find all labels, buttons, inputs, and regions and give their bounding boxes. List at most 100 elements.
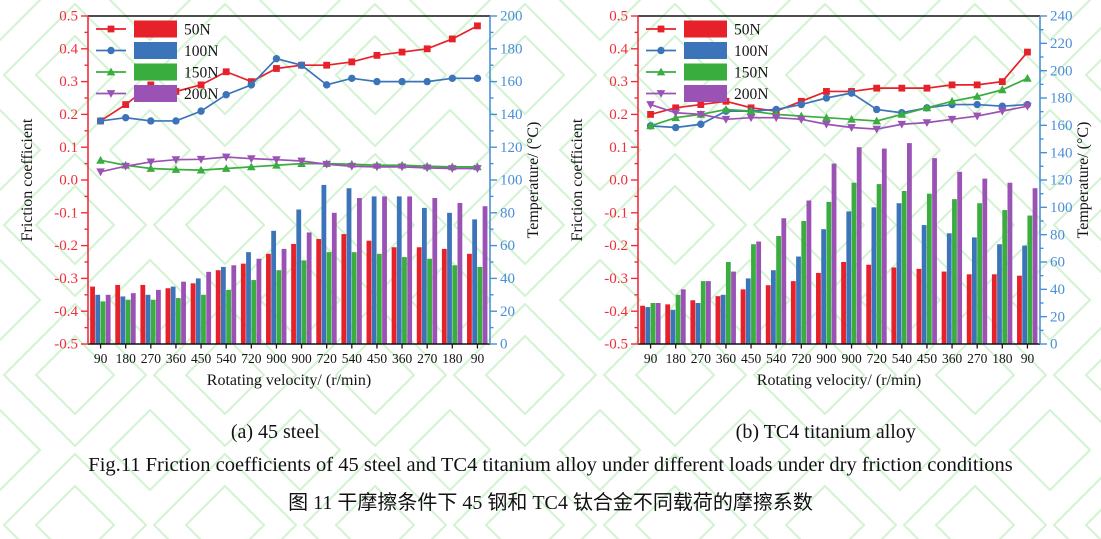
svg-text:0: 0: [1050, 337, 1058, 353]
svg-text:450: 450: [917, 351, 938, 366]
svg-text:100: 100: [1050, 200, 1073, 216]
svg-text:180: 180: [992, 351, 1013, 366]
svg-text:180: 180: [666, 351, 687, 366]
svg-text:50N: 50N: [184, 22, 211, 39]
panel-a-caption: (a) 45 steel: [230, 421, 320, 443]
svg-text:Friction coefficient: Friction coefficient: [569, 118, 586, 241]
svg-text:90: 90: [94, 351, 108, 366]
svg-text:0.2: 0.2: [59, 107, 78, 123]
svg-text:0: 0: [500, 337, 508, 353]
svg-text:20: 20: [500, 304, 515, 320]
svg-text:140: 140: [1050, 145, 1073, 161]
svg-text:900: 900: [841, 351, 862, 366]
svg-text:180: 180: [442, 351, 463, 366]
svg-text:120: 120: [1050, 173, 1073, 189]
svg-text:0.2: 0.2: [609, 107, 628, 123]
svg-text:900: 900: [266, 351, 287, 366]
chart-45-steel: -0.5 -0.4 -0.3 -0.2 -0.1 0.0 0.1 0.2 0.3 0.4 0.5 0 2…: [19, 9, 542, 389]
svg-text:90: 90: [1021, 351, 1035, 366]
svg-text:-0.3: -0.3: [54, 271, 78, 287]
svg-text:Temperature/ (°C): Temperature/ (°C): [525, 122, 542, 239]
svg-text:200: 200: [500, 9, 523, 25]
svg-text:720: 720: [791, 351, 812, 366]
svg-text:200: 200: [1050, 63, 1073, 79]
svg-text:-0.4: -0.4: [54, 304, 78, 320]
charts-row: -0.5 -0.4 -0.3 -0.2 -0.1 0.0 0.1 0.2 0.3 0.4 0.5 0 2…: [19, 2, 1100, 415]
svg-text:-0.5: -0.5: [604, 337, 628, 353]
panel-b-caption: (b) TC4 titanium alloy: [735, 421, 916, 443]
svg-text:900: 900: [816, 351, 837, 366]
svg-text:0.4: 0.4: [609, 41, 628, 57]
svg-text:Rotating velocity/ (r/min): Rotating velocity/ (r/min): [207, 372, 371, 389]
svg-text:-0.5: -0.5: [54, 337, 78, 353]
svg-text:180: 180: [500, 41, 523, 57]
svg-text:0.3: 0.3: [59, 74, 78, 90]
figure-caption-english: Fig.11 Friction coefficients of 45 steel…: [88, 454, 1013, 476]
svg-text:80: 80: [500, 205, 515, 221]
svg-text:270: 270: [417, 351, 438, 366]
svg-text:0.4: 0.4: [59, 41, 78, 57]
svg-text:-0.2: -0.2: [604, 238, 628, 254]
chart-tc4-titanium-alloy: -0.5 -0.4 -0.3 -0.2 -0.1 0.0 0.1 0.2 0.3 0.4 0.5 0 2…: [569, 9, 1092, 389]
svg-text:360: 360: [942, 351, 963, 366]
svg-text:0.5: 0.5: [609, 9, 628, 25]
svg-text:0.1: 0.1: [609, 140, 628, 156]
svg-text:0.3: 0.3: [609, 74, 628, 90]
svg-text:60: 60: [500, 238, 515, 254]
svg-text:100: 100: [500, 173, 523, 189]
svg-text:450: 450: [191, 351, 212, 366]
svg-text:160: 160: [1050, 118, 1073, 134]
svg-text:540: 540: [216, 351, 237, 366]
svg-text:0.0: 0.0: [609, 173, 628, 189]
svg-text:-0.1: -0.1: [54, 205, 78, 221]
svg-text:720: 720: [241, 351, 262, 366]
svg-text:360: 360: [166, 351, 187, 366]
svg-text:270: 270: [967, 351, 988, 366]
svg-text:360: 360: [716, 351, 737, 366]
svg-text:720: 720: [867, 351, 888, 366]
svg-text:450: 450: [741, 351, 762, 366]
svg-text:-0.3: -0.3: [604, 271, 628, 287]
svg-text:Friction coefficient: Friction coefficient: [19, 118, 36, 241]
svg-text:90: 90: [644, 351, 658, 366]
svg-text:270: 270: [691, 351, 712, 366]
svg-text:100N: 100N: [184, 43, 218, 60]
svg-text:160: 160: [500, 74, 523, 90]
svg-text:0.0: 0.0: [59, 173, 78, 189]
svg-text:-0.1: -0.1: [604, 205, 628, 221]
panel-b: -0.5 -0.4 -0.3 -0.2 -0.1 0.0 0.1 0.2 0.3 0.4 0.5 0 2…: [550, 2, 1100, 415]
svg-text:240: 240: [1050, 9, 1073, 25]
svg-text:90: 90: [471, 351, 485, 366]
svg-text:540: 540: [342, 351, 363, 366]
svg-text:40: 40: [500, 271, 515, 287]
svg-text:150N: 150N: [734, 65, 768, 82]
svg-text:200N: 200N: [184, 86, 218, 103]
svg-text:50N: 50N: [734, 22, 761, 39]
svg-text:720: 720: [317, 351, 338, 366]
svg-text:60: 60: [1050, 255, 1065, 271]
svg-text:120: 120: [500, 140, 523, 156]
svg-text:80: 80: [1050, 227, 1065, 243]
svg-text:0.5: 0.5: [59, 9, 78, 25]
svg-text:0.1: 0.1: [59, 140, 78, 156]
svg-text:450: 450: [367, 351, 388, 366]
svg-text:200N: 200N: [734, 86, 768, 103]
svg-text:-0.4: -0.4: [604, 304, 628, 320]
svg-text:360: 360: [392, 351, 413, 366]
svg-text:220: 220: [1050, 36, 1073, 52]
svg-text:900: 900: [291, 351, 312, 366]
svg-text:150N: 150N: [184, 65, 218, 82]
svg-text:-0.2: -0.2: [54, 238, 78, 254]
svg-text:540: 540: [892, 351, 913, 366]
svg-text:270: 270: [141, 351, 162, 366]
svg-text:40: 40: [1050, 282, 1065, 298]
svg-text:Rotating velocity/ (r/min): Rotating velocity/ (r/min): [757, 372, 921, 389]
svg-text:540: 540: [766, 351, 787, 366]
svg-text:140: 140: [500, 107, 523, 123]
svg-text:100N: 100N: [734, 43, 768, 60]
svg-text:180: 180: [116, 351, 137, 366]
figure-caption-chinese: 图 11 干摩擦条件下 45 钢和 TC4 钛合金不同载荷的摩擦系数: [288, 492, 813, 514]
svg-text:20: 20: [1050, 309, 1065, 325]
panel-captions: (a) 45 steel (b) TC4 titanium alloy: [0, 421, 1101, 444]
